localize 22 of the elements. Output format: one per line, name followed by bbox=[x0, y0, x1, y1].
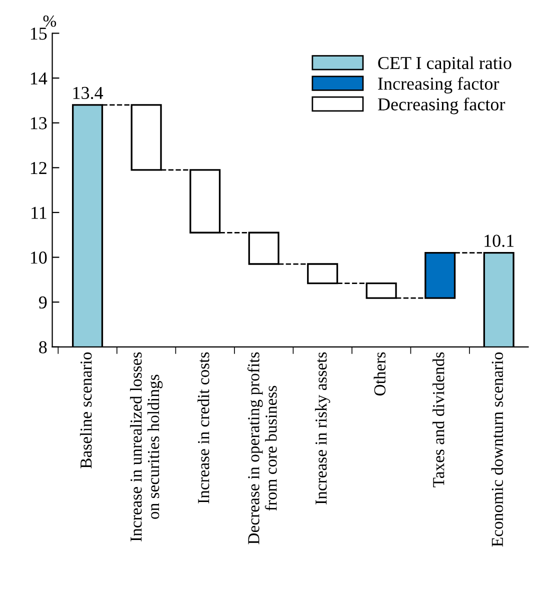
data-label: 13.4 bbox=[73, 86, 104, 100]
y-tick-label: 13 bbox=[30, 117, 47, 130]
y-tick-label: 12 bbox=[30, 162, 46, 174]
y-tick-label: 14 bbox=[30, 72, 48, 84]
y-tick-label: 15 bbox=[30, 28, 47, 40]
x-tick-label: Increase in credit costs bbox=[197, 352, 210, 504]
x-tick-label: Decrease in operating profits from core business bbox=[247, 352, 277, 544]
y-axis-title: % bbox=[43, 15, 56, 27]
y-tick-label: 10 bbox=[30, 252, 47, 264]
x-tick-label: Economic downturn scenario bbox=[491, 352, 504, 547]
legend-label: CET I capital ratio bbox=[378, 56, 512, 73]
y-tick-label: 11 bbox=[32, 206, 46, 219]
y-tick-label: 9 bbox=[38, 296, 47, 309]
data-label: 10.1 bbox=[484, 234, 514, 247]
x-tick-label: Taxes and dividends bbox=[432, 352, 444, 488]
x-tick-label: Increase in risky assets bbox=[314, 352, 330, 504]
x-tick-label: Increase in unrealized losses on securities holdings bbox=[130, 352, 163, 542]
legend-label: Decreasing factor bbox=[378, 98, 506, 114]
x-tick-label: Others bbox=[374, 352, 386, 396]
y-tick-label: 8 bbox=[39, 341, 47, 354]
x-tick-label: Baseline scenario bbox=[80, 352, 92, 468]
legend-label: Increasing factor bbox=[378, 76, 500, 94]
